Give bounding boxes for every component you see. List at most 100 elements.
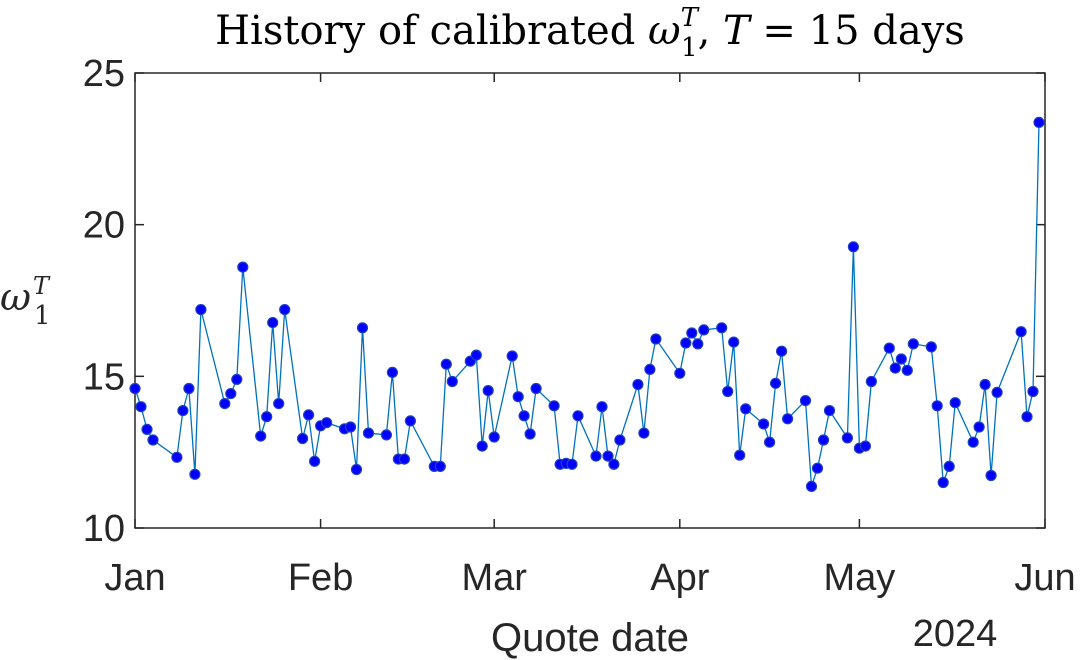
data-point [237,261,249,273]
data-point [482,385,494,397]
data-point [141,423,153,435]
data-point [847,241,860,253]
title-symbol-sub: 1 [681,33,698,63]
data-point [925,341,937,353]
data-point [775,345,788,357]
data-point [1021,411,1033,423]
data-point [650,333,662,345]
data-point [979,378,991,391]
data-point [380,429,392,441]
data-point [297,432,309,445]
data-point [763,436,776,448]
data-point [267,317,279,329]
data-point [1027,385,1039,398]
x-tick-label: Jun [1014,557,1075,599]
data-point [769,377,782,389]
axes: 10 15 20 25 Jan Feb Mar Apr May Jun [83,53,1076,599]
title-symbol-sup: T [681,3,700,33]
x-axis-label: Quote date [491,616,689,660]
y-tick-label: 15 [83,356,125,398]
title-prefix: History of calibrated [215,8,648,54]
title-symbol: ω [648,8,681,54]
data-point [901,364,913,376]
data-point [398,453,410,465]
data-point [177,405,189,417]
data-point [757,418,770,430]
chart-title: History of calibrated ωT 1, T = 15 days [215,3,965,63]
y-tick-label: 20 [83,205,125,247]
data-point [728,336,740,348]
y-axis-label-symbol: ω [0,275,31,319]
data-point [147,434,159,446]
data-point [362,427,375,439]
data-point [692,338,704,350]
data-point [781,413,794,425]
data-point [518,410,530,422]
data-point [889,362,901,374]
x-tick-label: Apr [650,557,709,599]
data-point [225,388,237,400]
y-tick-label: 25 [83,53,125,95]
x-tick-label: Feb [288,557,353,599]
data-point [488,431,500,443]
data-point [548,400,560,412]
data-point [943,460,955,472]
data-point [512,391,524,403]
data-point [638,427,650,439]
data-point [434,460,446,472]
data-point [805,480,818,492]
data-point [967,436,979,448]
year-label: 2024 [913,613,998,655]
data-point [1015,326,1027,338]
x-tick-label: Jan [104,557,165,599]
data-point [740,403,752,415]
data-point [255,430,267,442]
data-point [530,382,542,395]
data-point [1033,116,1045,129]
data-point [171,451,183,463]
data-point [716,322,728,334]
data-point [859,440,872,452]
y-tick-label: 10 [83,508,125,550]
data-point [823,405,836,417]
data-point [895,353,907,365]
data-point [674,367,686,379]
data-point [195,304,207,316]
data-point [309,455,321,467]
data-point [937,476,949,489]
data-point [811,462,824,474]
data-point [596,401,608,413]
data-point [608,458,620,470]
data-point [985,469,997,482]
data-point [949,397,961,409]
data-point [907,338,919,350]
data-point [440,358,452,370]
data-point [344,421,357,433]
data-point [446,375,458,388]
data-point [632,378,644,391]
data-point [722,385,734,398]
data-point [350,463,363,476]
series-line [134,122,1040,487]
data-point [973,421,985,433]
data-point [476,440,488,452]
plot-frame [134,72,1046,529]
data-point [817,434,830,446]
y-axis-label-sup: T [33,272,51,300]
data-point [189,468,201,480]
data-point [303,409,315,421]
y-axis-label: ωT 1 [0,272,51,331]
data-point [680,337,692,349]
data-point [931,400,943,412]
data-point [129,382,141,395]
data-point [470,349,482,361]
data-point [321,417,333,429]
title-middle: , [698,8,723,54]
data-point [644,363,656,375]
data-point [261,411,273,423]
data-point [279,304,291,316]
data-point [686,327,698,339]
data-point [404,415,416,427]
data-point [506,350,518,362]
